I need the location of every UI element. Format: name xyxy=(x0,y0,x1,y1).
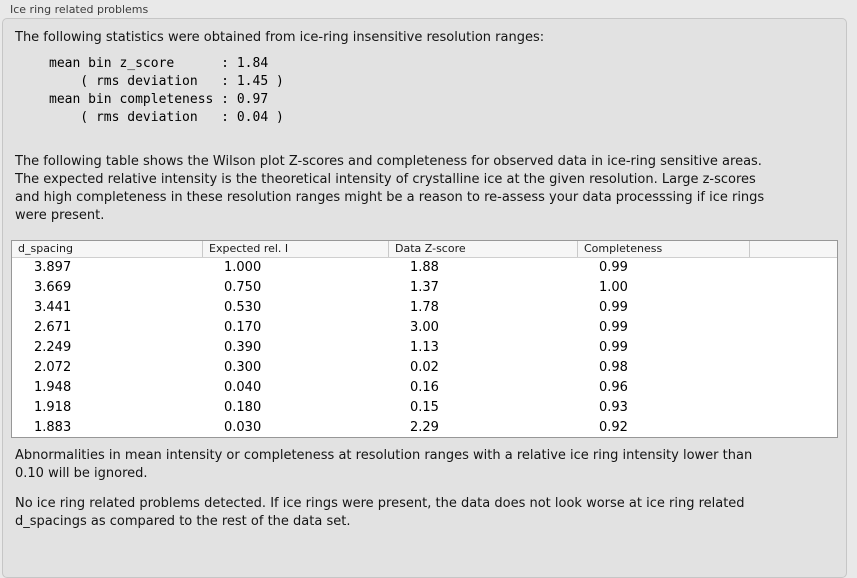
conclusion-text: No ice ring related problems detected. I… xyxy=(15,496,745,529)
table-cell: 2.29 xyxy=(410,420,439,435)
table-cell: 0.530 xyxy=(224,300,262,315)
table-cell: 0.96 xyxy=(599,380,628,395)
ice-ring-table[interactable]: d_spacing Expected rel. I Data Z-score Comp… xyxy=(11,240,838,438)
table-cell: 0.030 xyxy=(224,420,262,435)
panel-title: Ice ring related problems xyxy=(10,3,149,16)
table-row[interactable]: 1.948 0.040 0.16 0.96 xyxy=(12,378,837,398)
table-cell: 1.13 xyxy=(410,340,439,355)
column-header-completeness[interactable]: Completeness xyxy=(577,241,749,257)
table-cell: 0.99 xyxy=(599,320,628,335)
table-cell: 1.000 xyxy=(224,260,262,275)
table-row[interactable]: 3.669 0.750 1.37 1.00 xyxy=(12,278,837,298)
table-cell-empty xyxy=(749,318,837,338)
intro-text: The following statistics were obtained f… xyxy=(15,30,545,45)
table-cell-empty xyxy=(749,298,837,318)
stats-block: mean bin z_score : 1.84 ( rms deviation … xyxy=(49,56,284,125)
table-cell-empty xyxy=(749,258,837,278)
column-header-d-spacing[interactable]: d_spacing xyxy=(18,242,73,255)
table-cell: 3.441 xyxy=(34,300,72,315)
ice-ring-group-box: The following statistics were obtained f… xyxy=(2,18,847,578)
table-cell: 0.99 xyxy=(599,340,628,355)
table-cell: 0.99 xyxy=(599,300,628,315)
table-cell-empty xyxy=(749,398,837,418)
table-cell: 0.180 xyxy=(224,400,262,415)
table-cell: 0.040 xyxy=(224,380,262,395)
table-cell: 2.249 xyxy=(34,340,72,355)
table-body: 3.897 1.000 1.88 0.99 3.669 0.750 1.37 1.00 3.44… xyxy=(12,258,837,437)
table-cell: 1.88 xyxy=(410,260,439,275)
table-row[interactable]: 2.249 0.390 1.13 0.99 xyxy=(12,338,837,358)
table-cell: 0.99 xyxy=(599,260,628,275)
table-cell: 0.98 xyxy=(599,360,628,375)
table-cell: 0.92 xyxy=(599,420,628,435)
table-cell-empty xyxy=(749,418,837,437)
ignored-note-text: Abnormalities in mean intensity or compl… xyxy=(15,448,753,481)
table-description-text: The following table shows the Wilson plo… xyxy=(15,154,765,223)
table-cell-empty xyxy=(749,338,837,358)
table-row[interactable]: 1.918 0.180 0.15 0.93 xyxy=(12,398,837,418)
table-cell: 1.78 xyxy=(410,300,439,315)
table-cell-empty xyxy=(749,358,837,378)
table-cell: 0.15 xyxy=(410,400,439,415)
table-row[interactable]: 2.072 0.300 0.02 0.98 xyxy=(12,358,837,378)
ice-ring-report-panel: { "panel": { "title": "Ice ring related … xyxy=(2,3,847,578)
table-cell: 0.390 xyxy=(224,340,262,355)
table-row[interactable]: 3.897 1.000 1.88 0.99 xyxy=(12,258,837,278)
table-cell: 2.671 xyxy=(34,320,72,335)
table-cell: 1.918 xyxy=(34,400,72,415)
column-header-empty xyxy=(749,241,837,257)
table-cell-empty xyxy=(749,278,837,298)
table-cell: 0.170 xyxy=(224,320,262,335)
table-cell: 3.00 xyxy=(410,320,439,335)
table-header-row: d_spacing Expected rel. I Data Z-score Comp… xyxy=(12,241,837,258)
table-cell: 2.072 xyxy=(34,360,72,375)
table-cell: 0.02 xyxy=(410,360,439,375)
table-cell: 3.897 xyxy=(34,260,72,275)
column-header-data-z-score[interactable]: Data Z-score xyxy=(388,241,577,257)
table-cell-empty xyxy=(749,378,837,398)
table-row[interactable]: 3.441 0.530 1.78 0.99 xyxy=(12,298,837,318)
table-cell: 1.883 xyxy=(34,420,72,435)
table-row[interactable]: 1.883 0.030 2.29 0.92 xyxy=(12,418,837,437)
table-cell: 0.16 xyxy=(410,380,439,395)
table-cell: 0.300 xyxy=(224,360,262,375)
table-cell: 1.00 xyxy=(599,280,628,295)
table-cell: 3.669 xyxy=(34,280,72,295)
table-cell: 1.37 xyxy=(410,280,439,295)
table-cell: 1.948 xyxy=(34,380,72,395)
table-cell: 0.93 xyxy=(599,400,628,415)
column-header-expected-rel-i[interactable]: Expected rel. I xyxy=(202,241,388,257)
table-row[interactable]: 2.671 0.170 3.00 0.99 xyxy=(12,318,837,338)
table-cell: 0.750 xyxy=(224,280,262,295)
